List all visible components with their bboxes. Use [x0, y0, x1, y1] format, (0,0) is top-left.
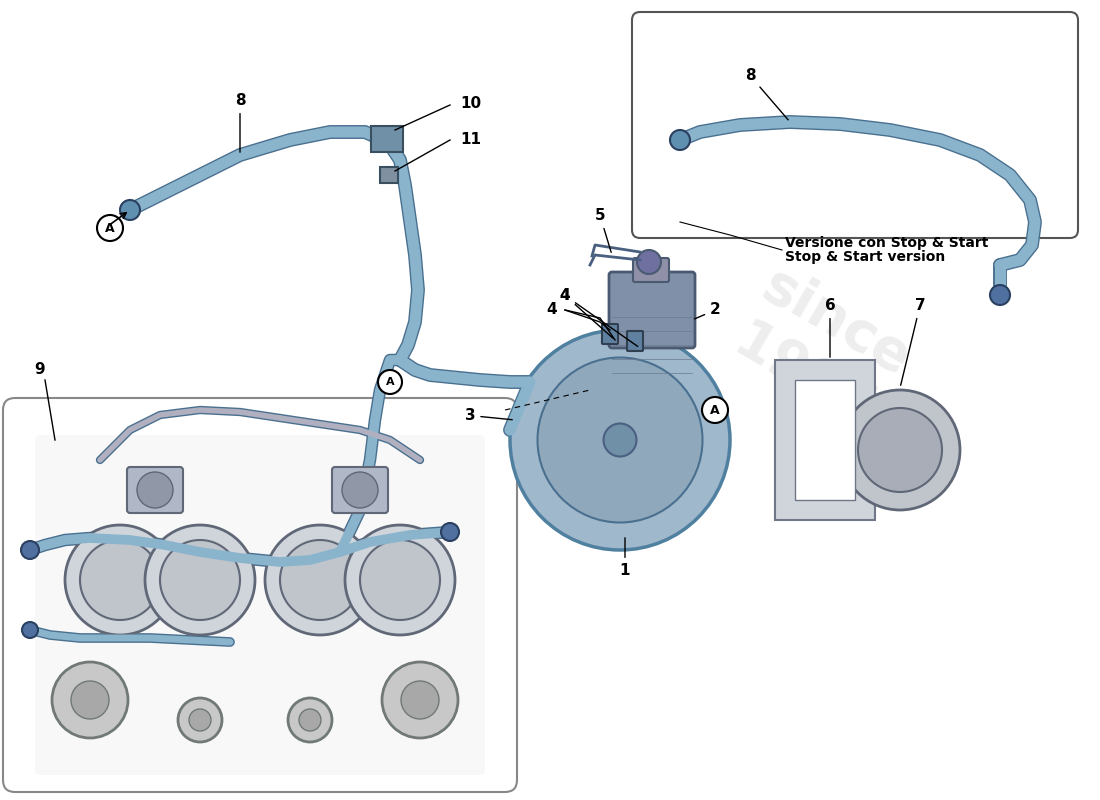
Circle shape: [72, 681, 109, 719]
Circle shape: [97, 215, 123, 241]
Circle shape: [189, 709, 211, 731]
Text: 3: 3: [464, 408, 513, 423]
Text: 4: 4: [560, 288, 613, 338]
FancyBboxPatch shape: [126, 467, 183, 513]
Text: 8: 8: [745, 68, 789, 120]
Circle shape: [604, 423, 637, 457]
FancyBboxPatch shape: [3, 398, 517, 792]
Text: 6: 6: [825, 298, 835, 358]
Circle shape: [342, 472, 378, 508]
Text: 9: 9: [35, 362, 45, 378]
Circle shape: [441, 523, 459, 541]
Circle shape: [990, 285, 1010, 305]
Text: 5: 5: [595, 208, 612, 252]
Circle shape: [402, 681, 439, 719]
Circle shape: [145, 525, 255, 635]
Circle shape: [138, 472, 173, 508]
Circle shape: [65, 525, 175, 635]
Circle shape: [840, 390, 960, 510]
Text: 8: 8: [234, 93, 245, 152]
Circle shape: [378, 370, 402, 394]
Circle shape: [265, 525, 375, 635]
Circle shape: [160, 540, 240, 620]
FancyBboxPatch shape: [332, 467, 388, 513]
FancyBboxPatch shape: [35, 435, 485, 775]
FancyBboxPatch shape: [609, 272, 695, 348]
Circle shape: [345, 525, 455, 635]
Text: A: A: [711, 403, 719, 417]
Circle shape: [538, 358, 703, 522]
Circle shape: [670, 130, 690, 150]
Circle shape: [80, 540, 160, 620]
Text: 4: 4: [560, 288, 638, 346]
Text: 11: 11: [460, 133, 481, 147]
Circle shape: [299, 709, 321, 731]
Circle shape: [510, 330, 730, 550]
Bar: [776, 360, 875, 520]
Text: 4: 4: [547, 302, 558, 318]
Circle shape: [637, 250, 661, 274]
Text: A: A: [106, 222, 114, 234]
Text: 2: 2: [694, 302, 720, 319]
FancyBboxPatch shape: [632, 258, 669, 282]
Text: 10: 10: [460, 95, 481, 110]
Circle shape: [52, 662, 128, 738]
Bar: [795, 380, 855, 500]
Text: since
1985: since 1985: [720, 259, 920, 441]
Text: 7: 7: [901, 298, 925, 386]
Circle shape: [360, 540, 440, 620]
Circle shape: [21, 541, 38, 559]
Text: Stop & Start version: Stop & Start version: [785, 250, 945, 264]
Circle shape: [288, 698, 332, 742]
Bar: [379, 167, 398, 183]
Circle shape: [22, 622, 38, 638]
Circle shape: [702, 397, 728, 423]
Circle shape: [280, 540, 360, 620]
Circle shape: [858, 408, 942, 492]
FancyBboxPatch shape: [602, 324, 618, 344]
Circle shape: [382, 662, 458, 738]
Text: Versione con Stop & Start: Versione con Stop & Start: [785, 236, 989, 250]
Circle shape: [120, 200, 140, 220]
FancyBboxPatch shape: [627, 331, 644, 351]
Text: A: A: [386, 377, 394, 387]
Circle shape: [178, 698, 222, 742]
FancyBboxPatch shape: [371, 126, 403, 152]
Text: 1: 1: [619, 538, 630, 578]
FancyBboxPatch shape: [632, 12, 1078, 238]
